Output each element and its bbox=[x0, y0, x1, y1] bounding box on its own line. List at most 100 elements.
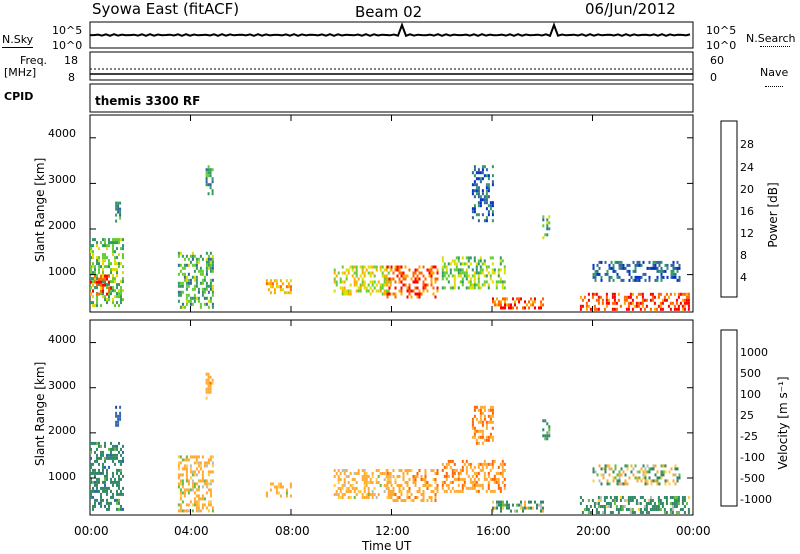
heatmap-cell bbox=[193, 455, 196, 459]
heatmap-cell bbox=[116, 468, 118, 472]
heatmap-cell bbox=[453, 259, 456, 263]
heatmap-cell bbox=[197, 455, 200, 459]
heatmap-cell bbox=[387, 496, 390, 499]
heatmap-cell bbox=[110, 489, 112, 493]
heatmap-cell bbox=[459, 262, 462, 266]
heatmap-cell bbox=[643, 307, 646, 311]
heatmap-cell bbox=[475, 213, 478, 217]
heatmap-cell bbox=[106, 244, 108, 248]
heatmap-cell bbox=[207, 509, 210, 513]
heatmap-cell bbox=[542, 419, 545, 423]
heatmap-cell bbox=[117, 207, 120, 211]
heatmap-cell bbox=[656, 275, 659, 279]
heatmap-cell bbox=[485, 465, 488, 469]
heatmap-cell bbox=[624, 482, 627, 486]
heatmap-cell bbox=[485, 268, 488, 272]
heatmap-cell bbox=[90, 462, 92, 466]
heatmap-cell bbox=[424, 484, 427, 487]
heatmap-cell bbox=[479, 171, 482, 175]
heatmap-cell bbox=[351, 265, 354, 269]
heatmap-cell bbox=[451, 474, 454, 478]
heatmap-cell bbox=[420, 478, 423, 481]
heatmap-cell bbox=[491, 435, 494, 439]
heatmap-cell bbox=[195, 509, 198, 513]
heatmap-cell bbox=[335, 280, 338, 284]
heatmap-cell bbox=[540, 306, 542, 310]
heatmap-cell bbox=[94, 468, 96, 472]
heatmap-cell bbox=[658, 482, 661, 486]
heatmap-cell bbox=[181, 305, 184, 309]
heatmap-cell bbox=[677, 496, 680, 499]
heatmap-cell bbox=[637, 508, 640, 511]
heatmap-cell bbox=[205, 464, 208, 468]
heatmap-cell bbox=[416, 472, 419, 475]
heatmap-cell bbox=[485, 198, 488, 202]
heatmap-cell bbox=[503, 265, 506, 269]
heatmap-cell bbox=[501, 474, 504, 478]
heatmap-cell bbox=[681, 499, 684, 502]
heatmap-cell bbox=[199, 266, 202, 270]
heatmap-cell bbox=[479, 405, 482, 409]
heatmap-cell bbox=[199, 305, 202, 309]
heatmap-cell bbox=[191, 287, 194, 291]
heatmap-cell bbox=[469, 256, 472, 260]
heatmap-cell bbox=[365, 478, 368, 481]
heatmap-cell bbox=[361, 283, 364, 287]
heatmap-cell bbox=[659, 307, 662, 311]
heatmap-cell bbox=[363, 283, 366, 287]
heatmap-cell bbox=[669, 307, 672, 311]
heatmap-cell bbox=[92, 283, 94, 287]
heatmap-cell bbox=[597, 502, 600, 505]
heatmap-cell bbox=[453, 268, 456, 272]
heatmap-cell bbox=[627, 301, 630, 305]
heatmap-cell bbox=[345, 475, 348, 478]
heatmap-cell bbox=[201, 494, 204, 498]
heatmap-cell bbox=[643, 499, 646, 502]
heatmap-cell bbox=[289, 279, 292, 283]
heatmap-cell bbox=[416, 496, 419, 499]
nsearch-label: N.Search bbox=[746, 32, 796, 45]
heatmap-cell bbox=[495, 280, 498, 284]
heatmap-cell bbox=[207, 381, 210, 385]
heatmap-cell bbox=[634, 476, 637, 480]
heatmap-cell bbox=[185, 254, 188, 258]
heatmap-cell bbox=[642, 272, 645, 276]
heatmap-cell bbox=[365, 472, 368, 475]
heatmap-cell bbox=[457, 286, 460, 290]
heatmap-cell bbox=[528, 500, 530, 504]
heatmap-cell bbox=[639, 511, 642, 514]
heatmap-cell bbox=[381, 286, 384, 290]
heatmap-cell bbox=[649, 508, 652, 511]
heatmap-cell bbox=[663, 511, 666, 514]
heatmap-cell bbox=[644, 473, 647, 477]
heatmap-cell bbox=[92, 238, 94, 242]
heatmap-cell bbox=[463, 480, 466, 484]
heatmap-cell bbox=[487, 486, 490, 490]
heatmap-cell bbox=[473, 277, 476, 281]
heatmap-cell bbox=[469, 280, 472, 284]
heatmap-cell bbox=[471, 274, 474, 278]
heatmap-cell bbox=[530, 506, 532, 510]
heatmap-cell bbox=[447, 262, 450, 266]
heatmap-cell bbox=[534, 300, 536, 304]
heatmap-cell bbox=[635, 502, 638, 505]
heatmap-cell bbox=[479, 468, 482, 472]
heatmap-cell bbox=[365, 286, 368, 290]
heatmap-cell bbox=[481, 192, 484, 196]
heatmap-cell bbox=[191, 503, 194, 507]
heatmap-cell bbox=[193, 503, 196, 507]
heatmap-cell bbox=[516, 306, 518, 310]
heatmap-cell bbox=[681, 292, 684, 296]
heatmap-cell bbox=[596, 263, 599, 267]
heatmap-cell bbox=[357, 289, 360, 293]
heatmap-cell bbox=[638, 476, 641, 480]
heatmap-cell bbox=[205, 263, 208, 267]
heatmap-cell bbox=[449, 286, 452, 290]
heatmap-cell bbox=[367, 475, 370, 478]
heatmap-cell bbox=[616, 482, 619, 486]
heatmap-cell bbox=[465, 486, 468, 490]
heatmap-cell bbox=[120, 262, 122, 266]
heatmap-cell bbox=[479, 286, 482, 290]
heatmap-cell bbox=[108, 244, 110, 248]
heatmap-cell bbox=[653, 508, 656, 511]
